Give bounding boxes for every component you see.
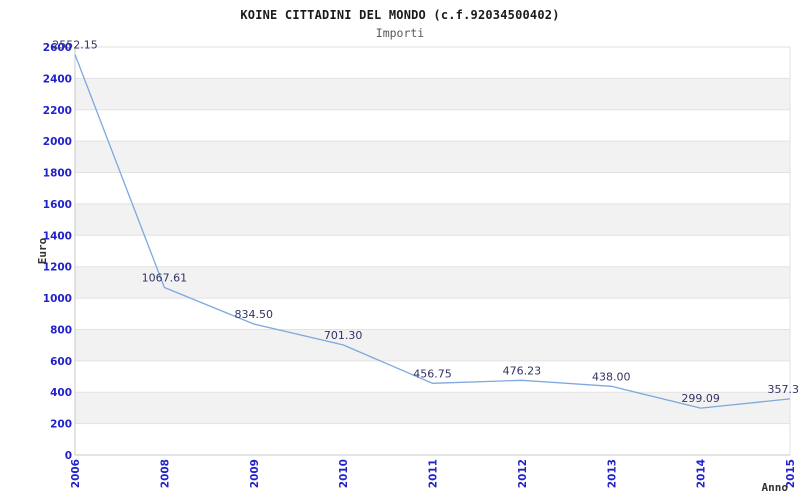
chart-subtitle: Importi: [375, 26, 425, 40]
data-point-label: 357.3: [768, 383, 800, 396]
plot-band: [75, 203, 790, 236]
data-point-label: 1067.61: [142, 271, 188, 284]
x-tick-label: 2006: [70, 459, 82, 488]
x-tick-label: 2012: [517, 459, 529, 488]
x-tick-label: 2009: [249, 459, 261, 488]
y-tick-label: 2400: [43, 73, 72, 85]
plot-band: [75, 266, 790, 299]
x-tick-label: 2008: [159, 459, 171, 488]
data-point-label: 299.09: [681, 392, 720, 405]
data-point-label: 438.00: [592, 370, 631, 383]
y-tick-label: 1600: [43, 199, 72, 211]
y-tick-label: 1400: [43, 230, 72, 242]
x-tick-label: 2014: [696, 459, 708, 488]
x-tick-label: 2015: [785, 459, 797, 488]
y-tick-label: 2200: [43, 105, 72, 117]
y-tick-label: 800: [50, 324, 72, 336]
x-axis-title: Anno: [762, 481, 789, 494]
y-tick-label: 2000: [43, 136, 72, 148]
data-point-label: 2552.15: [52, 39, 98, 52]
y-tick-label: 200: [50, 419, 72, 431]
data-point-label: 834.50: [235, 308, 274, 321]
plot-generated-layer: 0 200 400 600 800 1000 1200 1400 1600 1800 2000 220…: [43, 39, 799, 489]
x-tick-label: 2011: [428, 459, 440, 488]
y-tick-label: 2600: [43, 42, 72, 54]
y-tick-label: 1200: [43, 262, 72, 274]
chart-title: KOINE CITTADINI DEL MONDO (c.f.920345004…: [240, 8, 560, 22]
y-axis-title: Euro: [36, 237, 49, 264]
data-point-label: 456.75: [413, 367, 452, 380]
x-tick-label: 2013: [606, 459, 618, 488]
data-point-label: 476.23: [503, 364, 542, 377]
y-tick-label: 400: [50, 387, 72, 399]
plot-band: [75, 329, 790, 361]
plot-band: [75, 392, 790, 424]
x-tick-label: 2010: [338, 459, 350, 488]
data-point-label: 701.30: [324, 329, 363, 342]
y-tick-label: 0: [65, 450, 72, 462]
axis-titles-layer: Euro Anno: [36, 237, 788, 494]
series-line: [74, 54, 791, 409]
y-tick-label: 1800: [43, 168, 72, 180]
plot-band: [75, 78, 790, 110]
y-tick-label: 1000: [43, 293, 72, 305]
plot-band: [75, 141, 790, 173]
y-tick-label: 600: [50, 356, 72, 368]
